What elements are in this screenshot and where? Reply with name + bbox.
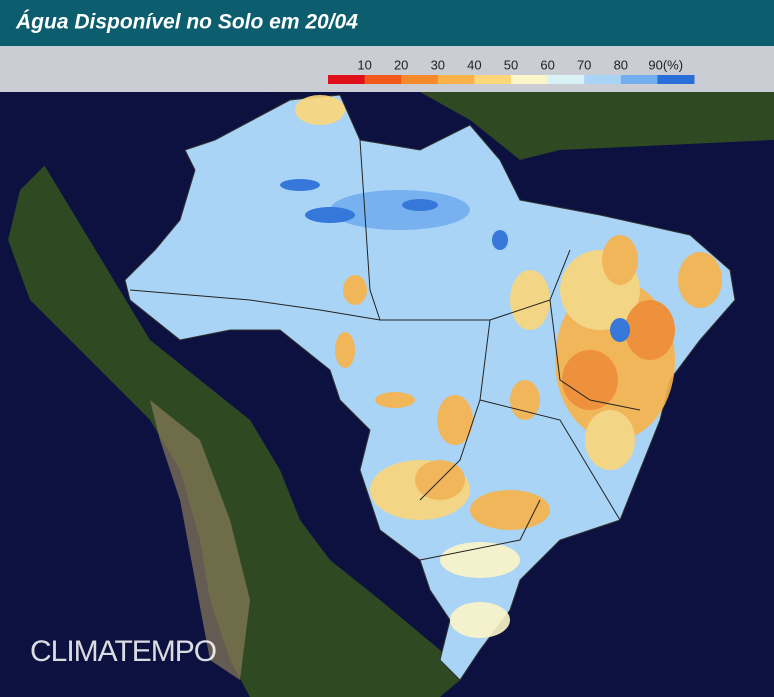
legend-label: 40 xyxy=(467,57,481,72)
legend-swatch xyxy=(620,75,658,84)
legend-swatch xyxy=(547,75,585,84)
legend-swatch xyxy=(657,75,695,84)
legend-label: 20 xyxy=(394,57,408,72)
legend: 10 20 30 40 50 60 70 80 90(%) xyxy=(328,57,695,84)
amazon-mouth xyxy=(470,120,560,200)
legend-label: 10 xyxy=(357,57,371,72)
legend-label: 90(%) xyxy=(648,57,683,72)
legend-swatch xyxy=(328,75,366,84)
legend-bar xyxy=(0,46,774,92)
legend-swatch xyxy=(364,75,402,84)
legend-swatch xyxy=(401,75,439,84)
legend-swatch xyxy=(437,75,475,84)
title: Água Disponível no Solo em 20/04 xyxy=(15,11,358,34)
brazil xyxy=(124,94,736,681)
legend-label: 80 xyxy=(614,57,628,72)
header-bar xyxy=(0,0,774,46)
legend-swatch xyxy=(474,75,512,84)
andes xyxy=(150,400,250,680)
legend-swatch xyxy=(511,75,549,84)
legend-label: 60 xyxy=(540,57,554,72)
land xyxy=(0,92,774,697)
legend-label: 50 xyxy=(504,57,518,72)
legend-swatch xyxy=(584,75,622,84)
state-borders xyxy=(129,139,641,561)
pacific xyxy=(0,92,300,697)
legend-label: 30 xyxy=(431,57,445,72)
watermark: CLIMATEMPO xyxy=(30,635,216,668)
legend-label: 70 xyxy=(577,57,591,72)
